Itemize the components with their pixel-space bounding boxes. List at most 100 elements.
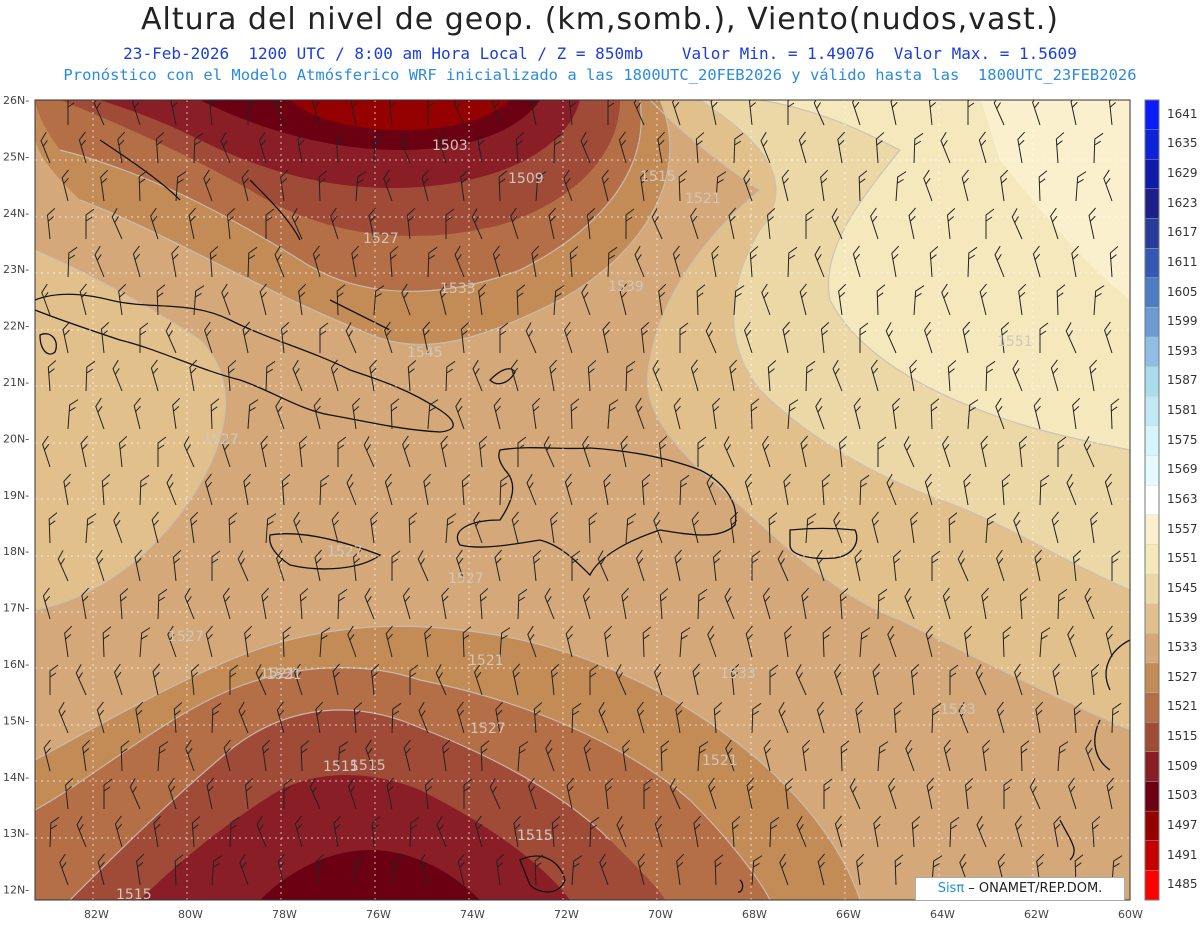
wind-barb [1110,398,1120,430]
wind-barb [706,473,717,506]
wind-barb [298,283,307,316]
wind-barb [495,701,504,734]
wind-barb [427,399,439,430]
wind-barb [516,284,526,316]
wind-barb [657,131,666,164]
wind-barb [157,741,169,772]
wind-barb [886,473,897,506]
wind-barb [445,360,456,392]
wind-barb [150,359,159,392]
credit-text: – ONAMET/REP.DOM. [964,881,1103,896]
wind-barb [455,397,465,430]
colorbar-label: 1641 [1167,106,1198,121]
colorbar-label: 1605 [1167,284,1198,299]
wind-barb [831,208,843,240]
wind-barb [64,777,74,810]
wind-barb [852,245,861,278]
contour-label: 1521 [468,653,504,669]
wind-barb [337,436,347,467]
wind-barb [815,397,825,430]
wind-barb [244,777,254,810]
wind-barb [113,511,123,544]
wind-barb [391,550,401,581]
wind-barb [294,815,303,848]
wind-barb [711,245,720,278]
contour-label: 1515 [640,169,676,185]
wind-barb [713,702,723,734]
wind-barb [607,399,619,430]
wind-barb [1055,132,1065,164]
wind-barb [203,169,213,202]
wind-barb [261,587,270,620]
wind-barb [985,360,996,392]
colorbar-segment [1144,544,1160,575]
wind-barb [1066,473,1077,506]
wind-barb [1029,778,1041,810]
wind-barb [386,777,394,810]
wind-barb [1039,627,1051,658]
wind-barb [837,131,846,164]
wind-barb [370,663,380,696]
wind-barb [781,169,789,202]
wind-barb [911,816,921,848]
wind-barb [892,397,901,430]
wind-barb [550,511,559,544]
wind-barb [478,435,488,468]
wind-barb [1108,100,1118,126]
colorbar-label: 1629 [1167,166,1198,181]
wind-barb [658,435,668,468]
wind-barb [616,815,627,848]
wind-barb [568,100,578,126]
wind-barb [822,626,832,658]
wind-barb [712,549,722,582]
wind-barb [707,625,717,658]
lon-label: 64W [930,908,955,921]
wind-barb [166,473,177,506]
wind-barb [1057,588,1068,620]
wind-barb [463,778,473,809]
wind-barb [337,741,349,772]
wind-barb [1090,663,1100,696]
wind-barb [930,398,940,430]
wind-barb [135,701,144,734]
wind-barb [255,664,267,696]
wind-barb [833,511,843,544]
wind-barb [674,549,682,582]
wind-barb [332,663,340,696]
wind-barb [708,777,717,810]
contour-label: 1527 [327,544,363,560]
wind-barb [1072,397,1081,430]
wind-barb [418,701,429,734]
wind-barb [1002,626,1012,658]
wind-barb [48,512,58,544]
wind-barb [346,473,357,506]
wind-barb [749,246,759,278]
wind-barb [834,815,843,848]
wind-barb [81,587,90,620]
wind-barb [262,739,271,772]
contour-label: 1515 [517,828,553,844]
wind-barb [1090,511,1099,544]
contour-label: 1533 [940,702,976,718]
wind-barb [858,170,868,202]
wind-barb [544,587,555,620]
wind-barb [300,740,310,772]
wind-barb [762,587,771,620]
colorbar-segment [1144,692,1160,723]
wind-barb [331,511,339,544]
wind-barb [276,549,285,582]
wind-barb [40,131,51,164]
wind-barb [479,588,489,620]
wind-barb [424,777,434,810]
wind-barb [800,435,808,468]
wind-barb [184,587,195,620]
wind-barb [351,245,360,278]
wind-barb [312,245,321,278]
coastlines [35,139,1130,893]
wind-barb [173,702,183,734]
wind-barb [43,739,51,772]
wind-barb [352,549,362,582]
wind-barb [297,131,306,164]
wind-barb [640,169,649,202]
